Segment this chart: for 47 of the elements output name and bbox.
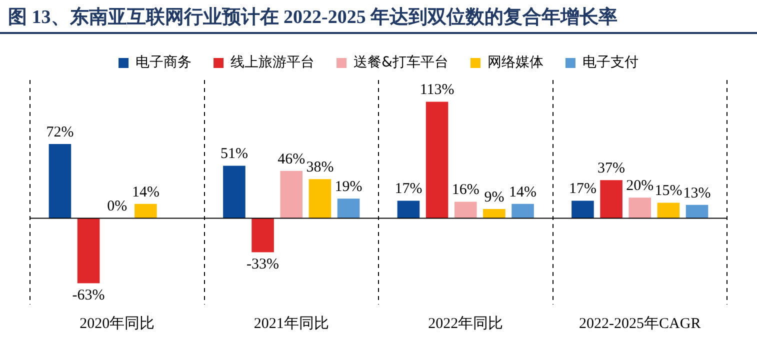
bar xyxy=(426,102,448,218)
data-label: 17% xyxy=(394,181,422,198)
data-label: 20% xyxy=(626,178,654,194)
chart-title: 图 13、东南亚互联网行业预计在 2022-2025 年达到双位数的复合年增长率 xyxy=(0,0,757,34)
data-label: 14% xyxy=(132,184,160,200)
data-label: 13% xyxy=(683,185,711,202)
bar xyxy=(337,198,360,218)
data-label: 16% xyxy=(452,182,480,198)
data-label: 113% xyxy=(420,82,454,98)
bar xyxy=(657,202,680,218)
bar xyxy=(397,200,420,218)
x-tick-label: 2021年同比 xyxy=(254,314,329,332)
data-label: 9% xyxy=(484,189,504,206)
data-label: -33% xyxy=(246,256,280,273)
data-label: 14% xyxy=(509,184,537,200)
bar xyxy=(628,198,652,218)
bar xyxy=(223,166,246,218)
bar xyxy=(134,204,157,218)
bar xyxy=(48,144,72,218)
data-label: 19% xyxy=(334,179,362,196)
bar xyxy=(252,218,274,252)
legend-label: 电子支付 xyxy=(582,54,638,71)
legend-label: 电子商务 xyxy=(136,54,192,71)
bar xyxy=(572,200,594,218)
x-tick-label: 2022-2025年CAGR xyxy=(579,314,701,332)
data-label: 15% xyxy=(654,183,682,200)
legend-label: 送餐&打车平台 xyxy=(354,54,448,71)
bar xyxy=(77,218,100,284)
x-tick-label: 2022年同比 xyxy=(428,314,504,332)
data-label: -63% xyxy=(72,288,105,304)
bar xyxy=(454,202,477,218)
data-label: 17% xyxy=(568,181,596,198)
data-label: 46% xyxy=(278,151,306,168)
data-label: 72% xyxy=(46,124,74,140)
data-label: 0% xyxy=(107,198,128,215)
bar xyxy=(483,208,506,218)
bar xyxy=(308,179,332,218)
legend-label: 线上旅游平台 xyxy=(230,54,315,71)
data-label: 51% xyxy=(220,146,248,162)
bar xyxy=(686,204,708,218)
data-label: 37% xyxy=(598,160,626,177)
bar xyxy=(600,180,622,218)
bar xyxy=(512,204,534,218)
data-label: 38% xyxy=(306,160,334,176)
x-tick-label: 2020年同比 xyxy=(80,314,155,332)
bar xyxy=(280,170,303,218)
legend-label: 网络媒体 xyxy=(487,54,544,71)
